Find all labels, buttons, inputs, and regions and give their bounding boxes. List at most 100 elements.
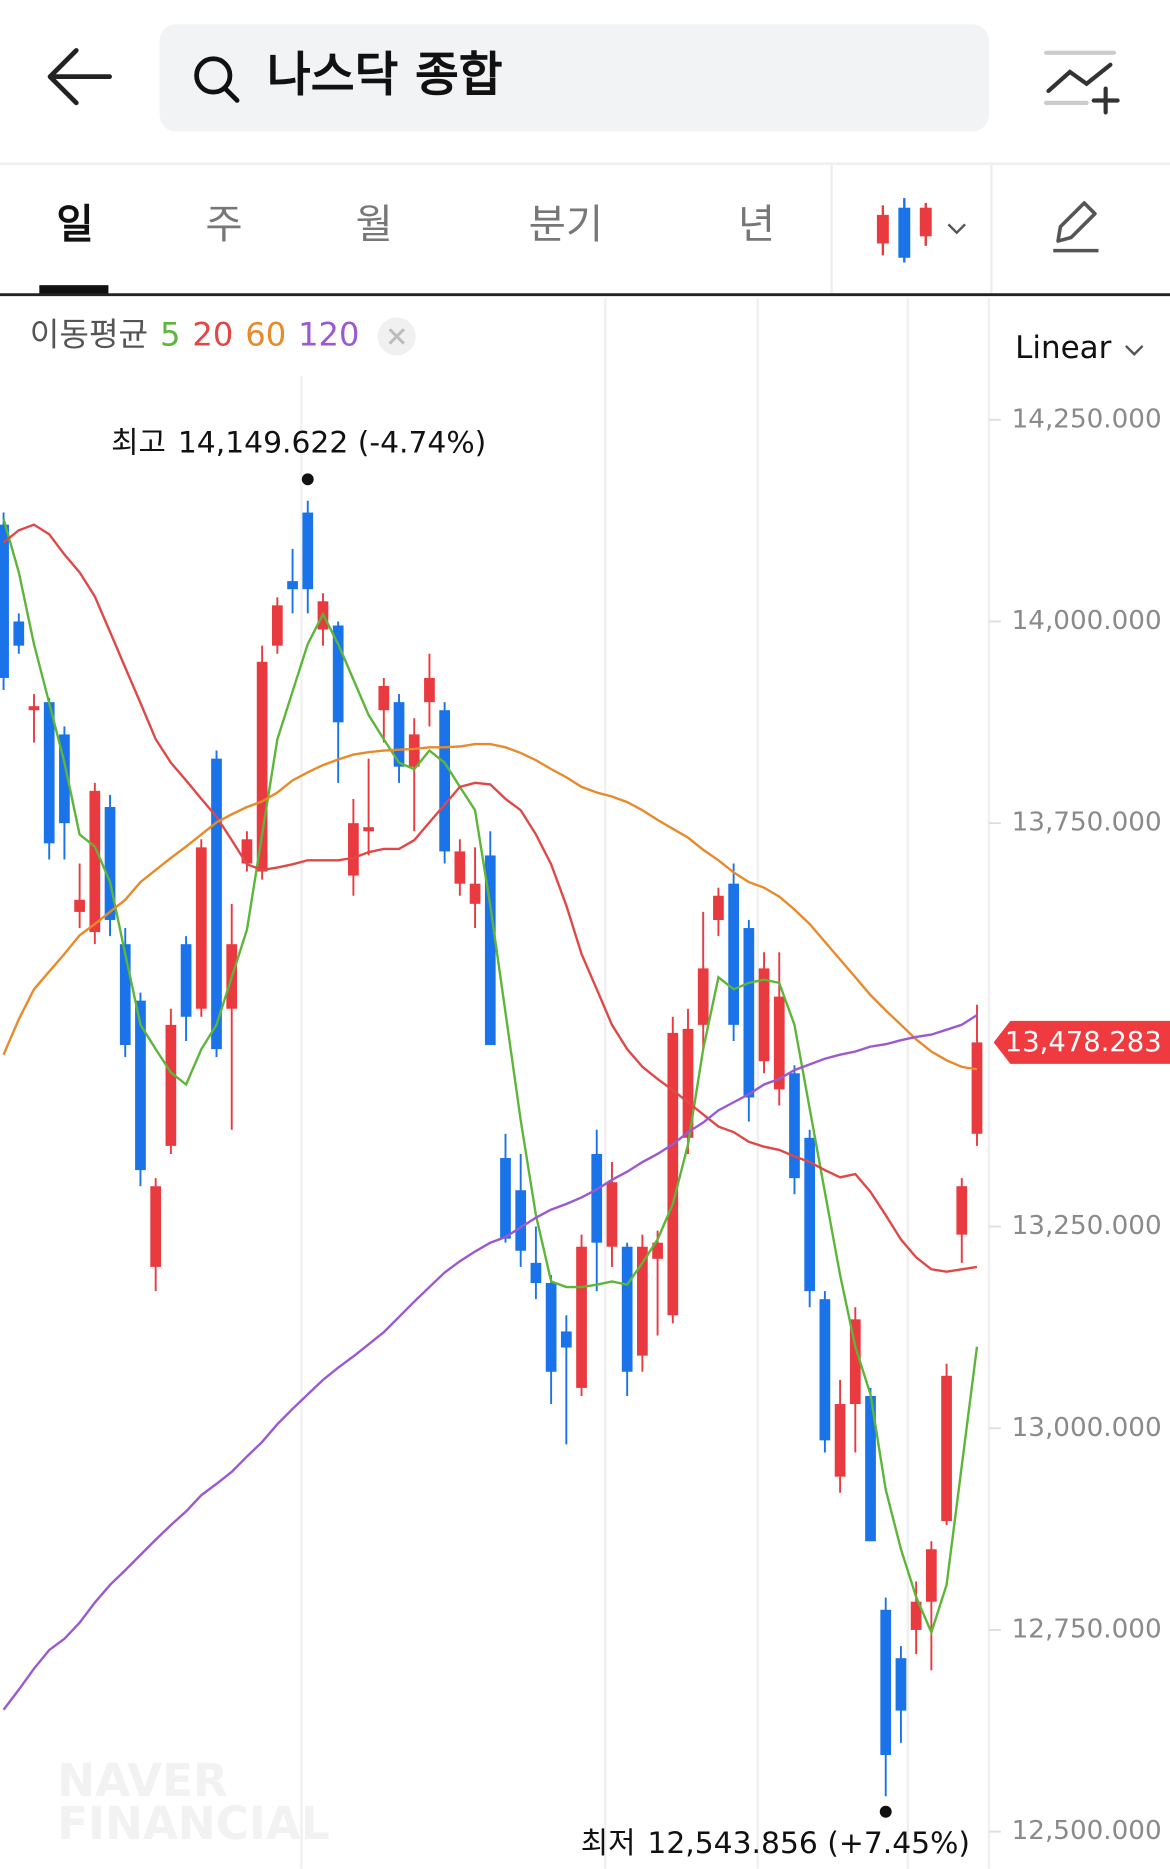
back-button[interactable] [47,48,112,106]
clear-ma-icon [388,328,405,345]
tab-indicator [39,285,109,294]
candle-body [713,895,724,920]
y-tick-label: 12,500.000 [1012,1816,1162,1846]
search-icon [222,86,240,103]
y-tick-label: 14,000.000 [1012,606,1162,636]
candle-body [789,1073,800,1179]
legend-entry: 60 [245,315,286,353]
watermark: NAVER [57,1754,228,1807]
candle-body [408,734,420,767]
candle-body [834,1404,846,1477]
legend-entry: 5 [160,315,180,353]
chevron [1125,345,1144,356]
candle-body [941,1375,952,1522]
tab[interactable]: 년 [738,200,775,248]
candle-body [332,625,344,723]
price-tag-label: 13,478.283 [1005,1027,1162,1058]
candle-body [637,1246,648,1356]
candle-body [211,758,222,1050]
candle-body [89,790,101,933]
candle-body [545,1283,557,1372]
candle-body [849,1319,861,1405]
candle-body [652,1242,663,1259]
candle-body [150,1186,162,1267]
candle-body [621,1246,633,1372]
ma-line [2,518,979,1636]
candle-body [910,1601,922,1630]
low-annotation: 최저 12,543.856 (+7.45%) [581,1825,970,1860]
y-tick-label: 13,000.000 [1012,1413,1162,1443]
price-tag [993,1020,1170,1064]
candle-body [956,1186,968,1235]
annotation-text: 12,543.856 (+7.45%) [647,1825,970,1860]
candle-body [74,899,85,912]
candle-body [728,883,739,1025]
candle-body [363,827,374,832]
candle-body [454,851,466,884]
search-text: 나스닥 종합 [267,48,503,103]
candle-body [424,677,435,703]
chart-type-button[interactable] [876,198,966,263]
candle-body [865,1395,876,1542]
tab[interactable]: 주 [205,200,242,248]
candle-body [667,1032,679,1316]
candle-body [256,661,268,872]
candle-body [469,883,481,904]
candle-body [119,944,131,1046]
candle-body [515,1190,527,1251]
candle-body [773,996,785,1090]
candle-body [0,524,9,678]
candle-body [393,702,405,767]
candle-body [606,1182,618,1247]
compare-button[interactable] [1044,50,1120,115]
candle-body [682,1028,694,1138]
ma-line [2,742,978,1071]
search-icon [194,56,233,95]
legend-entry: 20 [192,315,233,353]
ma-line [2,523,978,1273]
tab[interactable]: 일 [56,200,93,248]
tab[interactable]: 월 [355,200,392,248]
candle-body [560,1331,572,1348]
high-marker [301,473,314,486]
candle-body [880,1609,892,1755]
candle-body [302,512,314,590]
watermark: FINANCIAL [57,1797,330,1850]
candle-body [484,855,496,1046]
annotation-label: 최저 [581,1825,636,1860]
candle-body [530,1262,542,1284]
low-marker [879,1805,892,1818]
y-tick-label: 14,250.000 [1012,404,1162,434]
candle-body [28,706,40,711]
y-tick-label: 13,250.000 [1012,1211,1162,1241]
candle-body [13,621,25,646]
candle-body [895,1658,907,1711]
candle-body [378,686,390,711]
draw-button[interactable] [1053,201,1099,253]
candle-body [59,734,70,824]
candle-body [165,1024,177,1146]
search-box[interactable] [159,24,989,132]
candle-body [348,823,359,876]
candle-body [439,710,451,852]
candle-body [576,1246,587,1388]
candle-body [819,1299,831,1441]
y-tick-label: 12,750.000 [1012,1614,1162,1644]
candle-body [195,847,207,1009]
scale-selector[interactable]: Linear [1015,330,1112,366]
tab[interactable]: 분기 [529,200,604,248]
legend-entry: 이동평균 [30,315,148,353]
candle-body [925,1549,937,1602]
candle-body [591,1153,603,1243]
legend-entry: 120 [298,315,359,353]
candle-body [271,605,283,646]
candle-body [180,944,192,1017]
candle-body [287,581,298,590]
high-annotation: 최고 14,149.622 (-4.74%) [111,425,486,460]
candle-body [804,1137,816,1292]
candle-body [971,1042,983,1134]
candle-body [104,807,116,920]
v-grid [300,298,991,1869]
candle-body [43,702,55,844]
